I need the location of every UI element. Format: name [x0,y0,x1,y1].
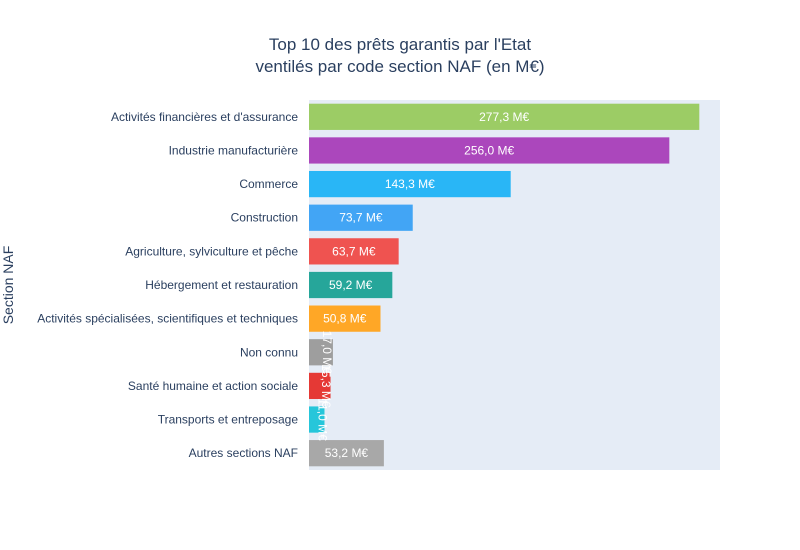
bar-1 [309,137,670,164]
labels-layer: Activités financières et d'assurance 277,… [37,110,529,460]
value-label-6: 50,8 M€ [323,312,367,326]
value-label-7: 17,0 M€ [320,331,334,375]
value-label-0: 277,3 M€ [479,110,529,124]
value-label-10: 53,2 M€ [325,446,369,460]
bar-0 [309,103,700,130]
category-label-6: Activités spécialisées, scientifiques et… [37,312,298,326]
bar-4 [309,238,399,265]
category-label-2: Commerce [239,177,298,191]
category-label-10: Autres sections NAF [189,446,298,460]
bar-9 [309,406,325,433]
bar-5 [309,271,393,299]
bar-10 [309,440,384,467]
value-label-8: 15,3 M€ [319,364,333,408]
category-label-3: Construction [231,211,298,225]
bar-8 [309,372,331,400]
bar-3 [309,204,413,231]
bar-7 [309,339,333,366]
y-axis-title: Section NAF [0,246,16,325]
category-label-8: Santé humaine et action sociale [128,379,298,393]
bar-2 [309,170,511,198]
bar-6 [309,305,381,332]
value-label-3: 73,7 M€ [339,211,383,225]
value-label-9: 11,0 M€ [316,398,330,441]
chart-subtitle: ventilés par code section NAF (en M€) [255,57,544,76]
category-label-9: Transports et entreposage [158,413,299,427]
value-label-1: 256,0 M€ [464,143,514,157]
value-label-5: 59,2 M€ [329,278,373,292]
value-label-4: 63,7 M€ [332,244,376,258]
category-label-4: Agriculture, sylviculture et pêche [125,244,298,258]
category-label-5: Hébergement et restauration [145,278,298,292]
category-label-1: Industrie manufacturière [169,143,299,157]
chart-title: Top 10 des prêts garantis par l'Etat [269,35,531,54]
value-label-2: 143,3 M€ [385,177,435,191]
bars-layer [309,103,700,467]
category-label-7: Non connu [240,345,298,359]
category-label-0: Activités financières et d'assurance [111,110,298,124]
